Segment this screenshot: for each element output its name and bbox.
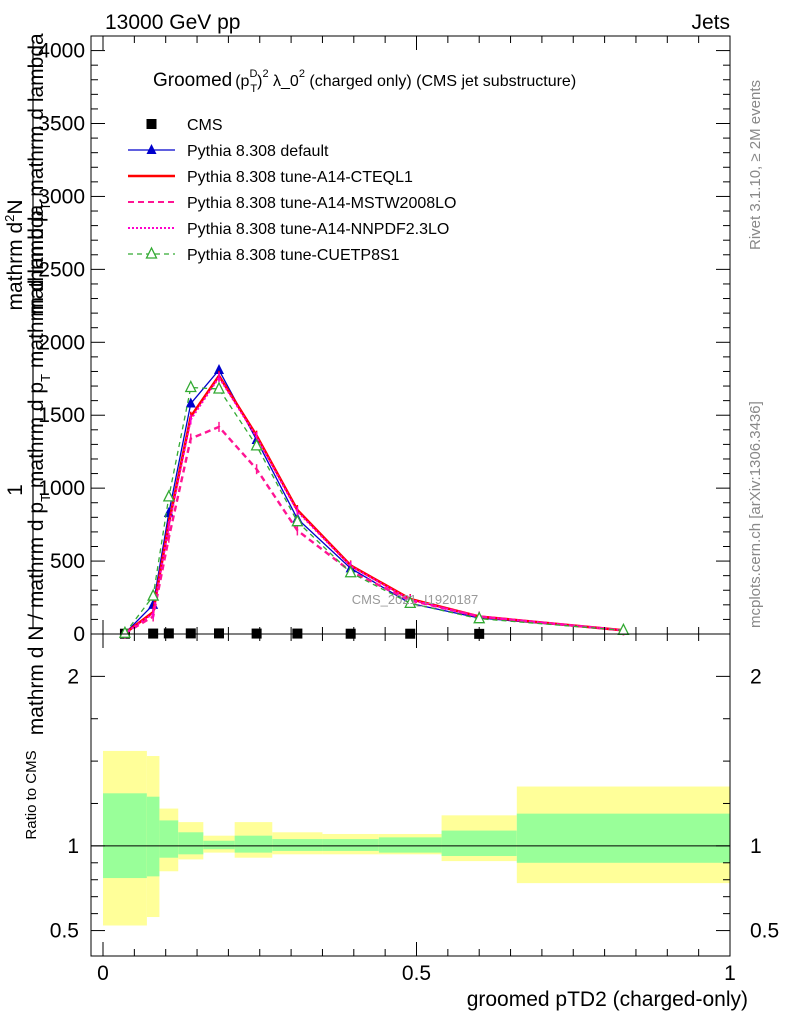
- ratio-inner-band: [146, 796, 160, 877]
- ratio-y-tick-label-right: 1: [750, 835, 762, 858]
- ratio-inner-band: [203, 840, 235, 850]
- legend-label-0: CMS: [187, 117, 223, 134]
- ratio-y-tick-label: 0.5: [50, 920, 79, 943]
- y-tick-label: 4000: [38, 40, 85, 63]
- y-axis-label: mathrm d2N mathrm d pT mathrm d lambda 1…: [2, 33, 53, 735]
- ratio-inner-band: [103, 793, 147, 879]
- ratio-inner-band: [178, 832, 204, 855]
- header-right: Jets: [691, 11, 730, 34]
- ylabel-denominator: mathrm d pT mathrm d lambda: [25, 33, 53, 317]
- y-tick-label: 0: [73, 623, 85, 646]
- watermark: CMS_2021_I1920187: [352, 592, 479, 607]
- x-tick-label: 0: [97, 962, 109, 985]
- ratio-inner-band: [159, 820, 179, 858]
- ylabel-left-den: mathrm d N / mathrm d pT mathrm d pT mat…: [25, 204, 53, 735]
- ylabel-one: 1: [4, 484, 27, 496]
- ratio-plot: 0.5 0.5 1 1 2 2 0 0.5 1 Ratio to CMS groomed pT…: [23, 633, 779, 1011]
- cms-data-point: [185, 628, 196, 639]
- ratio-inner-band: [378, 837, 442, 853]
- x-tick-label: 0.5: [402, 962, 431, 985]
- mcplots-label: mcplots.cern.ch [arXiv:1306.3436]: [747, 401, 764, 628]
- plot-title: Groomed (pD T)2 λ_02 (charged only) (CMS j…: [153, 68, 576, 95]
- series-marker-5: [118, 625, 131, 638]
- rivet-label: Rivet 3.1.10, ≥ 2M events: [747, 80, 764, 250]
- y-tick-label: 1000: [38, 477, 85, 500]
- legend-label-4: Pythia 8.308 tune-A14-NNPDF2.3LO: [187, 221, 449, 238]
- y-tick-label: 1500: [38, 404, 85, 427]
- ratio-inner-band: [234, 835, 273, 853]
- y-tick-label: 2500: [38, 258, 85, 281]
- y-tick-label: 2000: [38, 331, 85, 354]
- series-marker-5: [212, 381, 226, 394]
- legend-marker-1: [146, 144, 157, 154]
- series-marker-1: [213, 364, 224, 375]
- y-tick-label: 3000: [38, 185, 85, 208]
- cms-data-point: [163, 628, 174, 639]
- ratio-y-tick-label-right: 0.5: [750, 920, 779, 943]
- ratio-inner-band: [441, 830, 517, 857]
- ratio-frame: [90, 633, 731, 957]
- y-tick-label: 500: [50, 550, 85, 573]
- series-marker-5: [184, 380, 197, 393]
- ratio-inner-band: [322, 839, 379, 851]
- series-marker-5: [404, 595, 417, 609]
- ratio-ylabel: Ratio to CMS: [23, 750, 40, 839]
- series-marker-5: [344, 565, 357, 578]
- legend-label-1: Pythia 8.308 default: [187, 143, 329, 160]
- main-plot: 0 500 1000 1500 2000 2500 3000 3500 4000 CMS_202…: [2, 33, 731, 735]
- series-marker-5: [473, 611, 486, 624]
- ratio-inner-band: [516, 813, 730, 863]
- legend-label-2: Pythia 8.308 tune-A14-CTEQL1: [187, 169, 413, 186]
- ratio-y-tick-label: 2: [67, 665, 79, 688]
- legend: CMS Pythia 8.308 default Pythia 8.308 tune…: [128, 117, 456, 264]
- ratio-y-tick-label-right: 2: [750, 665, 762, 688]
- ratio-inner-band: [272, 839, 323, 851]
- series-marker-5: [162, 489, 175, 502]
- x-axis-label: groomed pTD2 (charged-only): [467, 988, 748, 1011]
- legend-marker-5: [145, 246, 158, 259]
- legend-label-3: Pythia 8.308 tune-A14-MSTW2008LO: [187, 195, 456, 212]
- header-left: 13000 GeV pp: [105, 11, 240, 34]
- series-marker-5: [147, 588, 160, 601]
- x-tick-label: 1: [724, 962, 736, 985]
- series-marker-1: [185, 397, 196, 408]
- series-marker-5: [291, 514, 304, 527]
- legend-marker-cms: [146, 119, 157, 129]
- y-tick-label: 3500: [38, 113, 85, 136]
- ratio-y-tick-label: 1: [67, 835, 79, 858]
- ylabel-numerator: mathrm d2N: [2, 199, 27, 310]
- cms-data-point: [213, 628, 224, 639]
- series-marker-5: [250, 438, 263, 451]
- legend-label-5: Pythia 8.308 tune-CUETP8S1: [187, 247, 400, 264]
